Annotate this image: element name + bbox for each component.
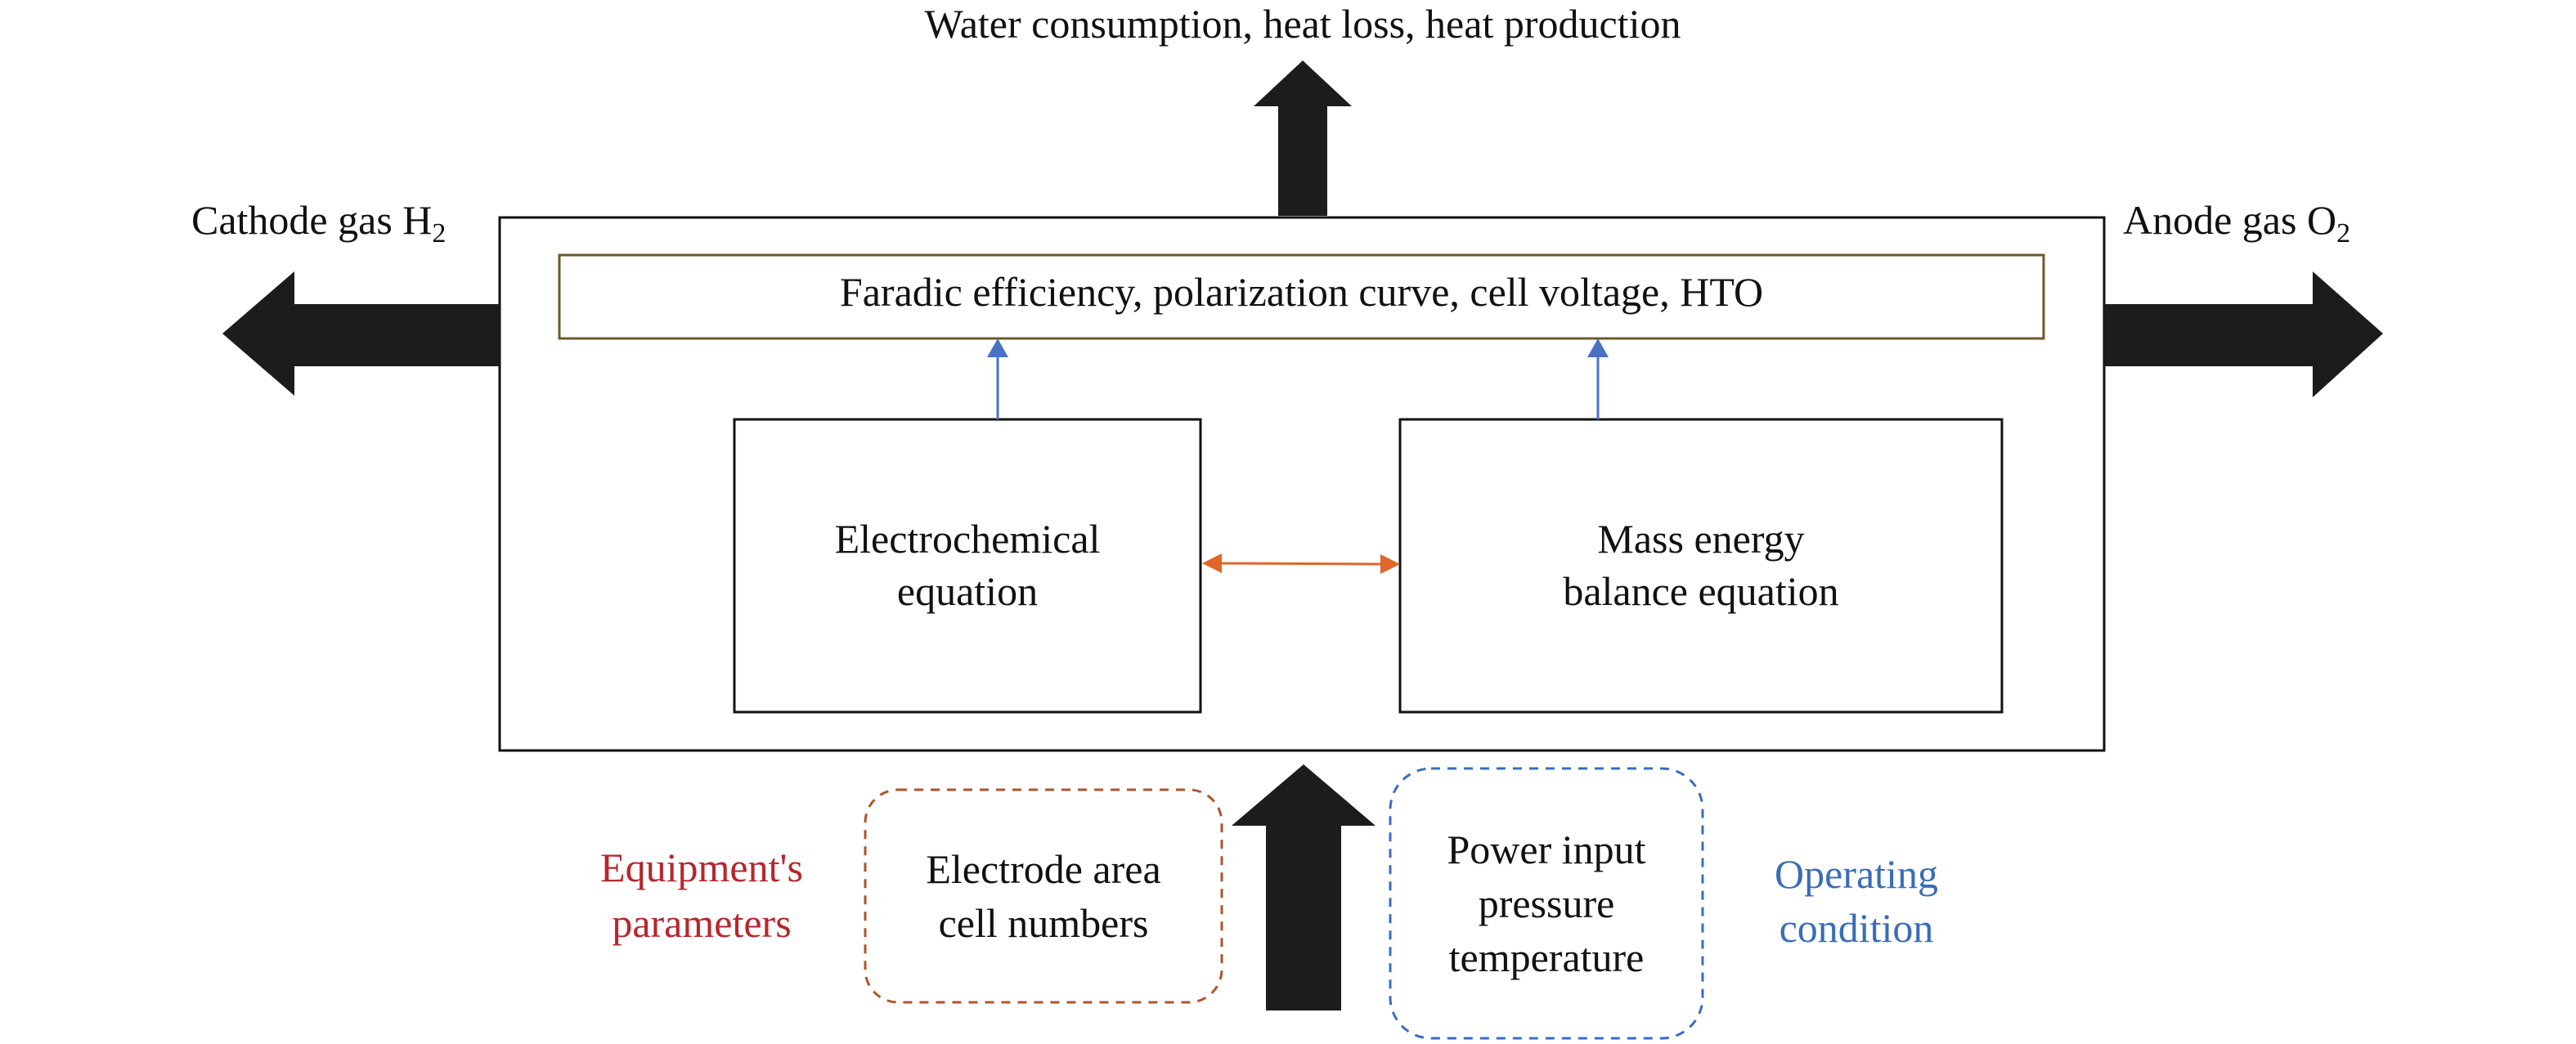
electrochemical-line2: equation — [896, 568, 1039, 614]
operating-box-line2: pressure — [1478, 880, 1615, 926]
equipment-box-line1: Electrode area — [926, 846, 1161, 892]
cathode-gas-subscript: 2 — [432, 218, 447, 249]
orange-link — [1218, 562, 1383, 566]
anode-gas-label: Anode gas O2 — [2123, 193, 2351, 249]
equipment-box-line2: cell numbers — [938, 900, 1149, 946]
mass-energy-box — [1398, 418, 2004, 714]
operating-label-line1: Operating — [1775, 851, 1938, 897]
operating-box-line1: Power input — [1447, 827, 1646, 872]
anode-gas-subscript: 2 — [2336, 218, 2351, 249]
equipment-dashed-box — [864, 788, 1223, 1004]
blue-arrowhead-right — [1587, 338, 1609, 357]
orange-arrowhead-left — [1202, 553, 1222, 573]
electrochemical-line1: Electrochemical — [834, 516, 1101, 562]
system-box — [498, 216, 2106, 752]
blue-arrowhead-left — [987, 338, 1008, 357]
top-output-arrow — [1254, 60, 1352, 216]
anode-gas-text: Anode gas O — [2123, 197, 2337, 243]
operating-dashed-box — [1389, 767, 1704, 1040]
operating-label-line2: condition — [1779, 905, 1934, 951]
electrochemical-box — [733, 418, 1202, 714]
mass-energy-line1: Mass energy — [1597, 516, 1805, 562]
cathode-gas-label: Cathode gas H2 — [191, 193, 447, 249]
anode-arrow — [2104, 271, 2383, 397]
equipment-label-line1: Equipment's — [600, 845, 803, 890]
input-arrow — [1232, 764, 1376, 1010]
cathode-gas-text: Cathode gas H — [191, 197, 433, 243]
cathode-arrow — [222, 271, 500, 396]
operating-box-line3: temperature — [1448, 934, 1645, 980]
mass-energy-line2: balance equation — [1563, 568, 1839, 614]
equipment-label-line2: parameters — [612, 900, 792, 946]
top-output-label: Water consumption, heat loss, heat produ… — [924, 1, 1681, 47]
orange-arrowhead-right — [1380, 554, 1400, 574]
result-bar-box — [558, 253, 2045, 340]
result-bar-label: Faradic efficiency, polarization curve, … — [839, 269, 1764, 315]
